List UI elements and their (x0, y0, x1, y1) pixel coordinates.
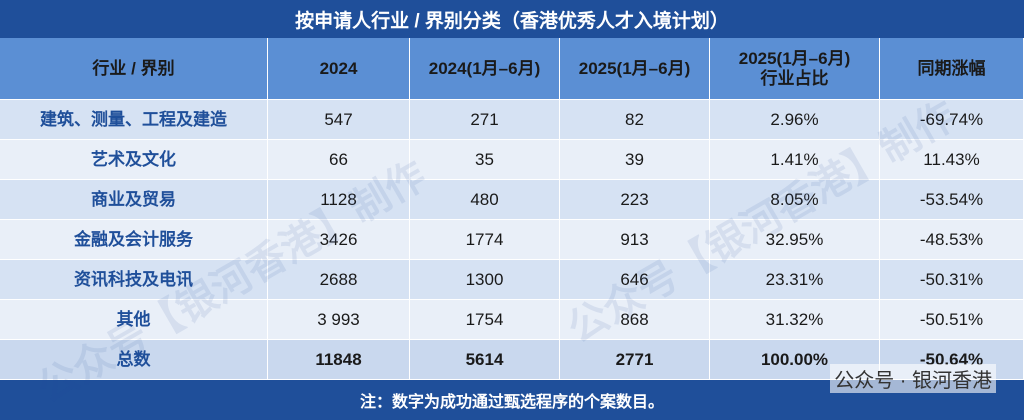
row-label: 资讯科技及电讯 (0, 260, 268, 300)
row-label: 金融及会计服务 (0, 220, 268, 260)
cell: 1754 (410, 300, 560, 340)
row-label: 总数 (0, 340, 268, 380)
cell: 1.41% (710, 140, 880, 180)
cell: -53.54% (880, 180, 1024, 220)
cell: 82 (560, 100, 710, 140)
cell: 3426 (268, 220, 410, 260)
cell: 32.95% (710, 220, 880, 260)
cell: 35 (410, 140, 560, 180)
header-cell: 行业 / 界别 (0, 38, 268, 100)
cell: -69.74% (880, 100, 1024, 140)
header-cell: 2025(1月–6月) (560, 38, 710, 100)
cell: 11848 (268, 340, 410, 380)
table-title: 按申请人行业 / 界别分类（香港优秀人才入境计划） (0, 0, 1024, 38)
cell: 31.32% (710, 300, 880, 340)
header-line: 2025(1月–6月) (738, 48, 851, 68)
row-label: 其他 (0, 300, 268, 340)
cell: 1300 (410, 260, 560, 300)
cell: 271 (410, 100, 560, 140)
header-line: 行业占比 (760, 68, 829, 88)
cell: 3 993 (268, 300, 410, 340)
brand-label: 公众号 · 银河香港 (830, 364, 996, 393)
cell: 39 (560, 140, 710, 180)
cell: 646 (560, 260, 710, 300)
cell: 8.05% (710, 180, 880, 220)
cell: 868 (560, 300, 710, 340)
cell: 1128 (268, 180, 410, 220)
cell: 913 (560, 220, 710, 260)
cell: 5614 (410, 340, 560, 380)
cell: 1774 (410, 220, 560, 260)
cell: 547 (268, 100, 410, 140)
cell: 23.31% (710, 260, 880, 300)
row-label: 艺术及文化 (0, 140, 268, 180)
cell: 66 (268, 140, 410, 180)
cell: -48.53% (880, 220, 1024, 260)
cell: 2688 (268, 260, 410, 300)
header-cell: 同期涨幅 (880, 38, 1024, 100)
cell: 480 (410, 180, 560, 220)
header-cell: 2025(1月–6月) 行业占比 (710, 38, 880, 100)
cell: 223 (560, 180, 710, 220)
cell: -50.31% (880, 260, 1024, 300)
cell: -50.51% (880, 300, 1024, 340)
cell: 11.43% (880, 140, 1024, 180)
row-label: 建筑、测量、工程及建造 (0, 100, 268, 140)
header-cell: 2024(1月–6月) (410, 38, 560, 100)
row-label: 商业及贸易 (0, 180, 268, 220)
cell: 2771 (560, 340, 710, 380)
cell: 2.96% (710, 100, 880, 140)
header-cell: 2024 (268, 38, 410, 100)
